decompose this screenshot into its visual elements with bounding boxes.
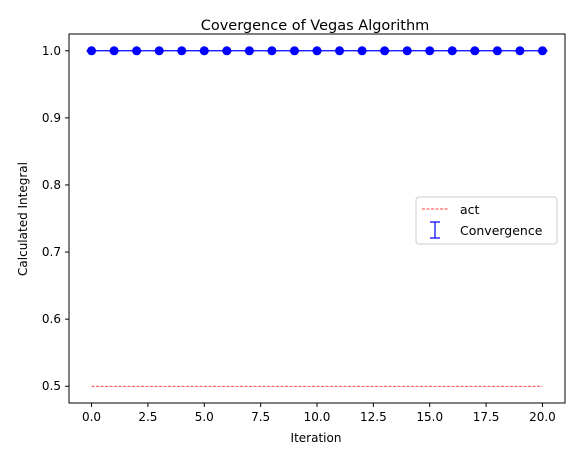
x-axis-label: Iteration: [291, 431, 342, 445]
x-tick-label-6: 15.0: [416, 410, 443, 424]
legend-box: [415, 196, 558, 245]
y-tick-label-0: 0.5: [42, 379, 61, 393]
y-tick-label-3: 0.8: [42, 178, 61, 192]
y-tick-label-4: 0.9: [42, 111, 61, 125]
x-axis: 0.0 2.5 5.0 7.5 10.0 12.5 15.0 17.5 20.0: [82, 403, 556, 424]
y-axis-label: Calculated Integral: [16, 162, 30, 276]
y-tick-label-5: 1.0: [42, 44, 61, 58]
y-tick-label-2: 0.7: [42, 245, 61, 259]
chart-title: Covergence of Vegas Algorithm: [201, 18, 430, 34]
legend: act Convergence: [415, 196, 558, 245]
x-tick-label-5: 12.5: [360, 410, 387, 424]
x-tick-label-7: 17.5: [473, 410, 500, 424]
x-tick-label-3: 7.5: [251, 410, 270, 424]
plot-area: [86, 46, 548, 387]
legend-act-label: act: [460, 202, 480, 217]
y-axis: 0.5 0.6 0.7 0.8 0.9 1.0: [42, 44, 69, 393]
x-tick-label-1: 2.5: [138, 410, 157, 424]
x-tick-label-8: 20.0: [529, 410, 556, 424]
legend-convergence-label: Convergence: [460, 223, 543, 238]
legend-convergence-swatch: [430, 221, 440, 239]
x-tick-label-0: 0.0: [82, 410, 101, 424]
y-tick-label-1: 0.6: [42, 312, 61, 326]
x-tick-label-2: 5.0: [195, 410, 214, 424]
x-tick-label-4: 10.0: [304, 410, 331, 424]
